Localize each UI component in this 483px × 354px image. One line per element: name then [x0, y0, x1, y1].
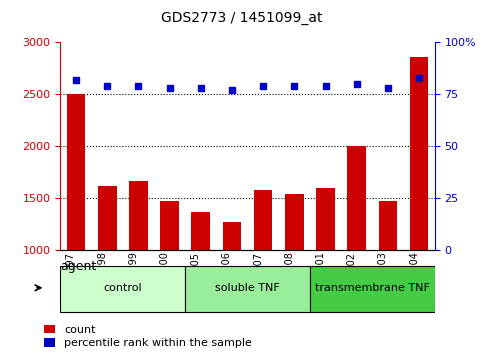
Text: soluble TNF: soluble TNF — [215, 283, 280, 293]
Legend: count, percentile rank within the sample: count, percentile rank within the sample — [44, 325, 252, 348]
Bar — [67, 95, 85, 354]
Bar — [379, 201, 397, 354]
Bar — [316, 188, 335, 354]
Text: control: control — [103, 283, 142, 293]
Bar — [285, 194, 304, 354]
Bar — [347, 146, 366, 354]
Bar — [160, 201, 179, 354]
Bar — [191, 212, 210, 354]
FancyBboxPatch shape — [185, 266, 310, 312]
FancyBboxPatch shape — [60, 266, 185, 312]
Bar — [410, 57, 428, 354]
Bar — [254, 190, 272, 354]
Text: transmembrane TNF: transmembrane TNF — [315, 283, 430, 293]
Text: agent: agent — [60, 260, 97, 273]
Text: GDS2773 / 1451099_at: GDS2773 / 1451099_at — [161, 11, 322, 25]
Bar — [223, 222, 242, 354]
Bar — [98, 186, 116, 354]
Bar — [129, 181, 148, 354]
FancyBboxPatch shape — [310, 266, 435, 312]
